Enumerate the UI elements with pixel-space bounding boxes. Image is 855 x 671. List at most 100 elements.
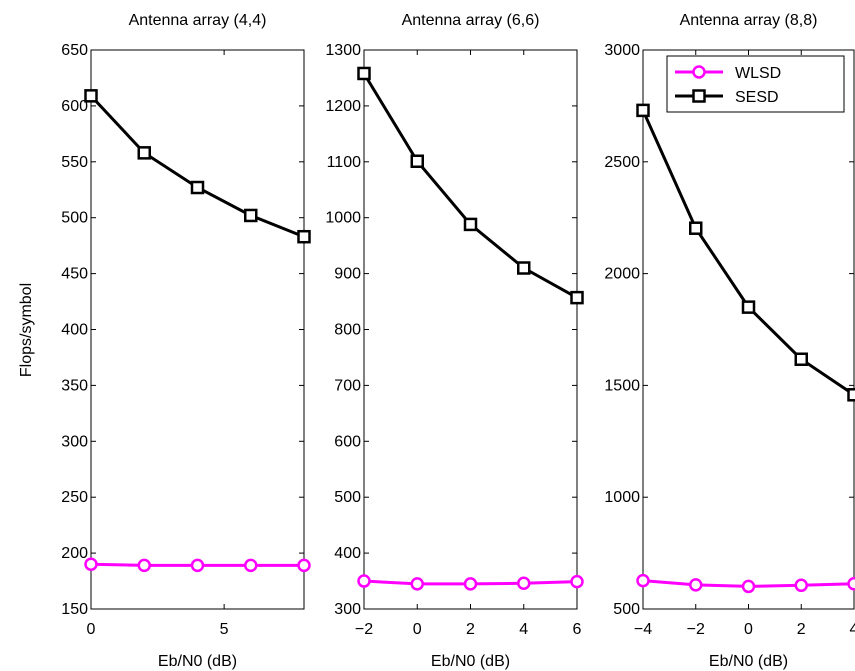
data-point [297, 229, 311, 244]
data-point [636, 573, 650, 588]
data-point [517, 576, 531, 591]
data-point [84, 557, 98, 572]
y-tick-label: 1100 [327, 154, 362, 171]
data-point [244, 208, 258, 223]
y-tick-label: 500 [613, 601, 640, 618]
x-tick-label: 0 [87, 621, 96, 638]
data-point [410, 154, 424, 168]
data-point [794, 352, 808, 366]
y-tick-label: 1200 [325, 98, 361, 115]
y-tick-label: 300 [61, 433, 88, 450]
x-tick-label: −4 [634, 621, 652, 638]
y-tick-label: 450 [61, 266, 88, 283]
data-point [463, 217, 478, 232]
axes-frame [363, 49, 578, 610]
subplot-title: Antenna array (6,6) [402, 12, 540, 29]
y-tick-label: 1000 [604, 489, 640, 506]
y-tick-label: 650 [61, 42, 88, 59]
x-tick-label: 5 [220, 621, 229, 638]
y-tick-label: 200 [61, 545, 88, 562]
legend-item-wlsd: WLSD [675, 65, 781, 82]
x-axis-label: Eb/N0 (dB) [158, 653, 237, 670]
y-tick-label: 150 [61, 601, 88, 618]
x-axis-label: Eb/N0 (dB) [709, 653, 788, 670]
data-point [570, 290, 584, 305]
series-line [89, 94, 305, 239]
legend-marker [692, 89, 706, 103]
data-point [794, 578, 808, 593]
data-point [137, 146, 151, 160]
x-tick-label: 4 [850, 621, 855, 638]
series-wlsd [84, 557, 311, 573]
x-axis-label: Eb/N0 (dB) [431, 653, 510, 670]
x-tick-label: 4 [519, 621, 528, 638]
y-tick-label: 300 [334, 601, 361, 618]
data-point [84, 89, 98, 103]
y-tick-label: 1300 [325, 42, 361, 59]
y-tick-label: 600 [334, 433, 361, 450]
y-tick-label: 2000 [604, 266, 640, 283]
series-wlsd [636, 573, 855, 594]
data-point [137, 558, 151, 573]
y-tick-label: 900 [334, 266, 361, 283]
x-tick-label: 0 [744, 621, 753, 638]
y-tick-label: 2500 [604, 154, 640, 171]
subplot-title: Antenna array (8,8) [680, 12, 818, 29]
x-tick-label: 6 [573, 621, 582, 638]
series-line [641, 109, 855, 397]
y-tick-label: 500 [61, 210, 88, 227]
data-point [689, 578, 703, 592]
y-tick-label: 250 [61, 489, 88, 506]
figure-ylabel: Flops/symbol [18, 283, 35, 377]
y-tick-label: 550 [61, 154, 88, 171]
data-point [741, 300, 756, 314]
subplot-title: Antenna array (4,4) [129, 12, 267, 29]
y-tick-label: 400 [61, 322, 88, 339]
series-line [362, 72, 578, 299]
data-point [741, 579, 756, 594]
x-tick-label: −2 [687, 621, 705, 638]
data-point [847, 576, 855, 591]
data-point [570, 574, 584, 589]
legend-item-sesd: SESD [675, 89, 779, 106]
legend-marker [692, 65, 706, 79]
y-tick-label: 800 [334, 322, 361, 339]
axes-frame [642, 49, 855, 610]
y-tick-label: 500 [334, 489, 361, 506]
data-point [357, 574, 371, 588]
x-tick-label: 0 [413, 621, 422, 638]
y-tick-label: 1000 [325, 210, 361, 227]
series-sesd [84, 89, 311, 244]
data-point [410, 577, 424, 591]
data-point [689, 221, 703, 235]
x-tick-label: 2 [797, 621, 806, 638]
legend-label: WLSD [735, 65, 781, 82]
data-point [244, 558, 258, 573]
data-point [357, 66, 371, 81]
subplot-2: Antenna array (6,6)Eb/N0 (dB)30040050060… [325, 12, 584, 670]
data-point [297, 558, 311, 573]
data-point [847, 388, 855, 402]
y-tick-label: 1500 [604, 377, 640, 394]
data-point [463, 577, 478, 591]
data-point [517, 261, 531, 275]
series-wlsd [357, 574, 584, 591]
data-point [636, 103, 650, 118]
legend: WLSD SESD [666, 55, 845, 113]
series-sesd [636, 103, 855, 402]
axes-frame [90, 49, 305, 610]
y-tick-label: 350 [61, 377, 88, 394]
series-sesd [357, 66, 584, 305]
y-tick-label: 400 [334, 545, 361, 562]
subplot-1: Antenna array (4,4) Eb/N0 (dB) 150 200 250 30… [61, 12, 311, 670]
data-point [190, 558, 205, 573]
y-tick-label: 700 [334, 377, 361, 394]
x-tick-label: −2 [355, 621, 373, 638]
subplots: Antenna array (4,4)Eb/N0 (dB)15020025030… [61, 12, 855, 670]
data-point [190, 180, 205, 195]
legend-label: SESD [735, 89, 779, 106]
subplot-3: Antenna array (8,8) Eb/N0 (dB) 500 1000 1500… [604, 12, 855, 670]
y-tick-label: 600 [61, 98, 88, 115]
x-tick-label: 2 [466, 621, 475, 638]
